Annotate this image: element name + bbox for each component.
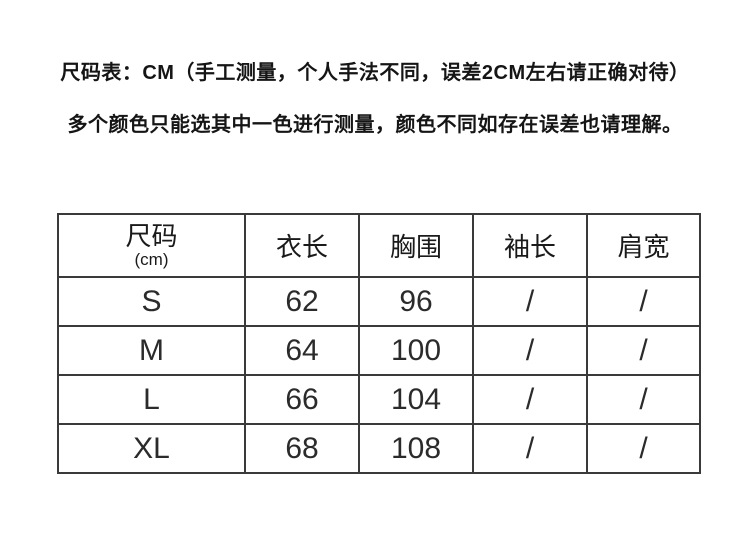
garment-length-cell: 68	[244, 423, 360, 474]
sleeve-length-cell: /	[472, 423, 588, 474]
size-cell: XL	[57, 423, 246, 474]
col-header-size: 尺码 (cm)	[57, 213, 246, 278]
size-cell: M	[57, 325, 246, 376]
shoulder-width-cell: /	[586, 325, 701, 376]
size-header-unit: (cm)	[134, 250, 169, 269]
table-row: L 66 104 / /	[57, 374, 701, 425]
table-row: M 64 100 / /	[57, 325, 701, 376]
shoulder-width-cell: /	[586, 276, 701, 327]
size-cell: S	[57, 276, 246, 327]
garment-length-cell: 64	[244, 325, 360, 376]
garment-length-cell: 62	[244, 276, 360, 327]
col-header-shoulder-width: 肩宽	[586, 213, 701, 278]
shoulder-width-cell: /	[586, 423, 701, 474]
col-header-garment-length: 衣长	[244, 213, 360, 278]
bust-cell: 108	[358, 423, 474, 474]
notice-line-2: 多个颜色只能选其中一色进行测量，颜色不同如存在误差也请理解。	[67, 114, 683, 136]
col-header-sleeve-length: 袖长	[472, 213, 588, 278]
sleeve-length-cell: /	[472, 325, 588, 376]
sleeve-length-cell: /	[472, 374, 588, 425]
size-header-label: 尺码	[125, 221, 178, 251]
size-table: 尺码 (cm) 衣长 胸围 袖长 肩宽 S 62 96 / / M 64 100…	[57, 213, 701, 474]
bust-cell: 96	[358, 276, 474, 327]
bust-cell: 104	[358, 374, 474, 425]
garment-length-cell: 66	[244, 374, 360, 425]
col-header-bust: 胸围	[358, 213, 474, 278]
bust-cell: 100	[358, 325, 474, 376]
size-cell: L	[57, 374, 246, 425]
table-header-row: 尺码 (cm) 衣长 胸围 袖长 肩宽	[57, 213, 701, 278]
table-row: S 62 96 / /	[57, 276, 701, 327]
shoulder-width-cell: /	[586, 374, 701, 425]
notice-line-1: 尺码表：CM（手工测量，个人手法不同，误差2CM左右请正确对待）	[60, 62, 690, 84]
sleeve-length-cell: /	[472, 276, 588, 327]
table-row: XL 68 108 / /	[57, 423, 701, 474]
